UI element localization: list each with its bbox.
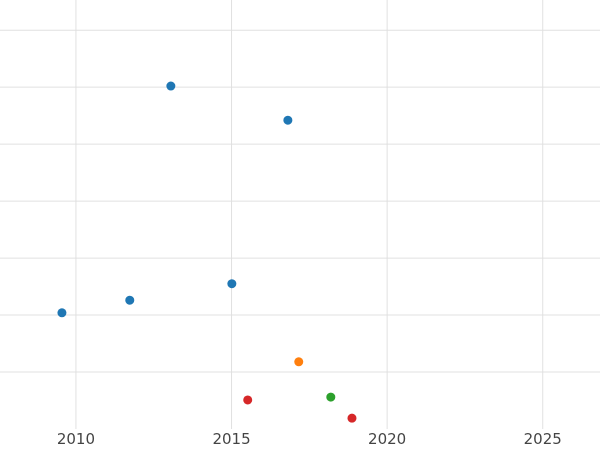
- series-orange-point: [294, 357, 304, 367]
- series-blue-point: [227, 279, 237, 289]
- series-red-point: [243, 395, 253, 405]
- x-tick-label: 2020: [368, 430, 406, 448]
- series-blue-point: [125, 295, 135, 305]
- series-blue-point: [283, 115, 293, 125]
- x-tick-label: 2025: [524, 430, 562, 448]
- series-red-point: [347, 413, 357, 423]
- x-tick-label: 2015: [212, 430, 250, 448]
- series-blue-point: [57, 308, 67, 318]
- series-blue-point: [166, 81, 176, 91]
- series-green-point: [326, 392, 336, 402]
- x-tick-label: 2010: [57, 430, 95, 448]
